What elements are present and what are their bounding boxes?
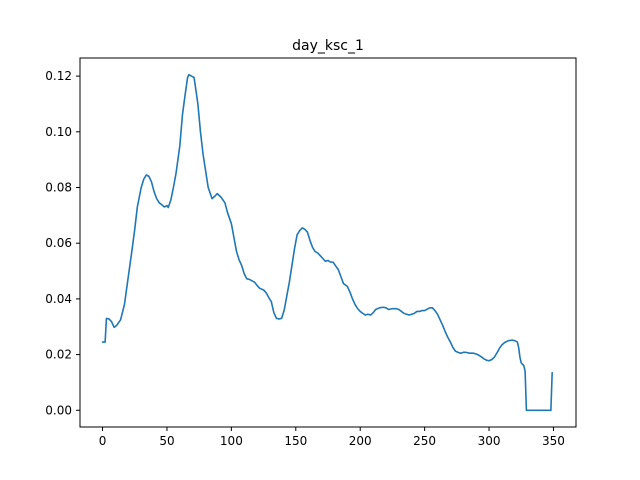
series-layer — [101, 73, 553, 412]
x-tick-label: 350 — [542, 434, 565, 448]
x-tick-label: 100 — [220, 434, 243, 448]
x-tick-label: 200 — [349, 434, 372, 448]
x-tick-label: 250 — [413, 434, 436, 448]
y-tick-label: 0.08 — [45, 180, 72, 194]
x-axis: 0 50 100 150 200 250 300 350 — [99, 427, 565, 448]
chart-title: day_ksc_1 — [292, 38, 364, 54]
y-tick-label: 0.10 — [45, 125, 72, 139]
y-axis: 0.00 0.02 0.04 0.06 0.08 0.10 0.12 — [45, 69, 80, 417]
y-tick-label: 0.06 — [45, 236, 72, 250]
y-tick-label: 0.12 — [45, 69, 72, 83]
y-tick-label: 0.04 — [45, 292, 72, 306]
x-tick-label: 50 — [159, 434, 174, 448]
plot-area-frame — [79, 57, 577, 428]
x-tick-label: 300 — [478, 434, 501, 448]
x-tick-label: 0 — [99, 434, 107, 448]
y-tick-label: 0.02 — [45, 348, 72, 362]
y-tick-label: 0.00 — [45, 403, 72, 417]
x-tick-label: 150 — [284, 434, 307, 448]
series-line-0 — [101, 73, 553, 412]
